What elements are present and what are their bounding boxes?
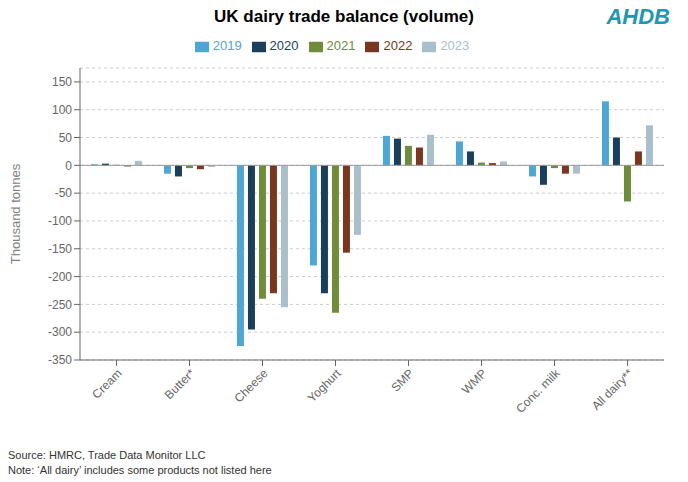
svg-text:WMP: WMP — [459, 366, 490, 397]
html-text:UK dairy trade balance (volume: UK dairy trade balance (volume) — [214, 7, 474, 26]
svg-text:0: 0 — [65, 159, 72, 173]
html-text:Note: ‘All dairy’ includes som: Note: ‘All dairy’ includes some products… — [8, 464, 272, 476]
html-text:2019: 2019 — [212, 38, 242, 53]
svg-text:-350: -350 — [48, 353, 72, 367]
html-text:2022: 2022 — [383, 38, 413, 53]
svg-text:Butter*: Butter* — [162, 366, 198, 402]
svg-text:Cheese: Cheese — [231, 366, 270, 405]
svg-text:All dairy**: All dairy** — [589, 366, 636, 413]
svg-text:Conc. milk: Conc. milk — [513, 366, 563, 416]
svg-text:-100: -100 — [48, 214, 72, 228]
svg-text:SMP: SMP — [388, 366, 416, 394]
svg-text:-300: -300 — [48, 325, 72, 339]
svg-text:150: 150 — [52, 75, 72, 89]
svg-text:50: 50 — [59, 131, 73, 145]
svg-text:-200: -200 — [48, 270, 72, 284]
svg-text:-50: -50 — [55, 186, 73, 200]
html-text:2020: 2020 — [269, 38, 299, 53]
html-text:Source: HMRC, Trade Data Monit: Source: HMRC, Trade Data Monitor LLC — [8, 449, 206, 461]
svg-text:Cream: Cream — [89, 366, 124, 401]
svg-text:Thousand tonnes: Thousand tonnes — [8, 163, 23, 264]
svg-text:Yoghurt: Yoghurt — [305, 366, 344, 405]
html-text:2021: 2021 — [326, 38, 356, 53]
svg-text:-250: -250 — [48, 298, 72, 312]
svg-text:-150: -150 — [48, 242, 72, 256]
svg-text:100: 100 — [52, 103, 72, 117]
html-text:2023: 2023 — [440, 38, 470, 53]
html-text:AHDB: AHDB — [606, 4, 670, 29]
